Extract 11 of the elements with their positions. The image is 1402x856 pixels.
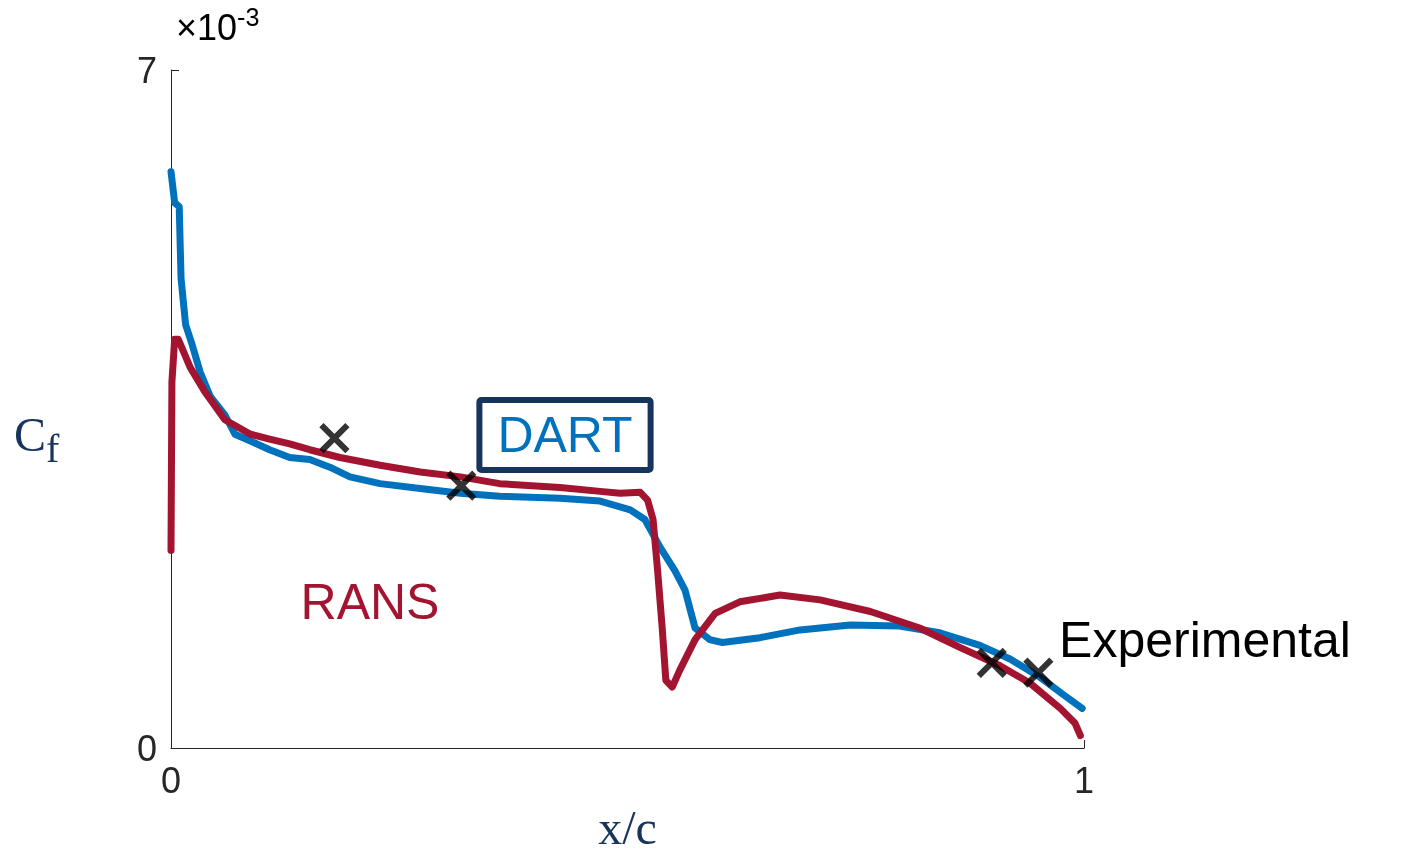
x-tick-label: 1: [1073, 759, 1095, 801]
series-label: DART: [497, 407, 633, 463]
series-label: Experimental: [1059, 612, 1351, 668]
point: [975, 646, 1008, 679]
point: [318, 422, 351, 455]
y-tick-label: 7: [136, 49, 157, 91]
point: [1022, 656, 1055, 689]
series-label: RANS: [300, 574, 440, 630]
y-axis-title: C$_{f}$: [14, 407, 60, 473]
x-axis-title: x/c: [598, 800, 657, 854]
point: [445, 469, 478, 502]
